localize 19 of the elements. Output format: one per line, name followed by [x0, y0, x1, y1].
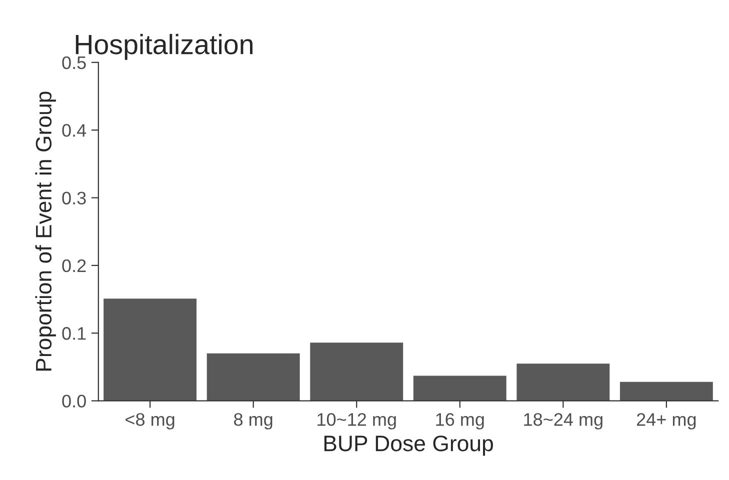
x-tick-label: 24+ mg — [636, 413, 696, 430]
bar — [413, 376, 506, 401]
y-axis-title: Proportion of Event in Group — [35, 92, 56, 371]
bar — [620, 382, 713, 401]
x-tick-label: 8 mg — [234, 413, 272, 430]
bar — [104, 298, 197, 401]
x-tick-label: 18~24 mg — [524, 413, 602, 430]
bar — [516, 364, 610, 401]
y-tick-label: 0.4 — [62, 124, 86, 137]
y-tick-label: 0.0 — [62, 394, 86, 408]
bar — [310, 342, 404, 401]
bar — [206, 353, 300, 401]
x-tick-label: <8 mg — [126, 413, 174, 430]
x-axis-title: BUP Dose Group — [324, 436, 493, 456]
y-tick-label: 0.3 — [62, 192, 86, 204]
y-tick-label: 0.2 — [62, 259, 86, 272]
x-tick-label: 10~12 mg — [318, 413, 396, 430]
y-tick-label: 0.1 — [62, 327, 86, 340]
x-tick-label: 16 mg — [436, 413, 484, 430]
